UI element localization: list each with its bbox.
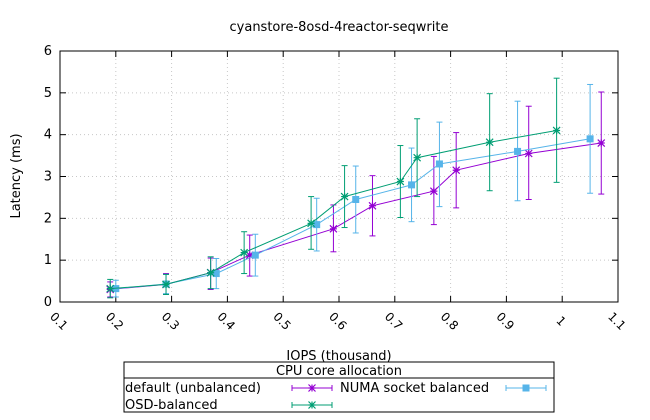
series-line — [115, 138, 591, 290]
data-point-square — [586, 135, 594, 143]
ticks — [59, 50, 619, 303]
y-tick-label: 3 — [44, 170, 52, 185]
data-point-star — [524, 149, 533, 158]
legend-title: CPU core allocation — [276, 364, 402, 379]
grid — [60, 51, 618, 302]
x-tick-label: 0.9 — [494, 309, 517, 332]
data-point-star — [413, 153, 422, 162]
x-tick-label: 1 — [553, 314, 568, 329]
legend-item-2: OSD-balanced — [125, 398, 333, 413]
data-point-square — [313, 221, 321, 229]
data-point-star — [429, 187, 438, 196]
data-point-star — [597, 139, 606, 147]
legend: CPU core allocation default (unbalanced)… — [123, 361, 555, 413]
legend-box — [123, 361, 555, 413]
data-point-star — [308, 401, 316, 409]
x-axis-label: IOPS (thousand) — [286, 349, 391, 364]
legend-label: default (unbalanced) — [125, 381, 261, 396]
x-tick-label: 0.7 — [382, 309, 405, 332]
data-point-square — [251, 251, 259, 259]
x-tick-label: 0.4 — [215, 309, 238, 332]
x-tick-label: 1.1 — [605, 309, 628, 332]
data-point-square — [514, 147, 522, 155]
x-tick-label: 0.8 — [438, 309, 461, 332]
y-tick-label: 6 — [44, 44, 52, 59]
data-point-square — [212, 270, 220, 278]
data-point-star — [307, 219, 316, 228]
x-tick-label: 0.1 — [47, 309, 70, 332]
y-tick-labels: 0 1 2 3 4 5 6 — [44, 44, 52, 310]
data-point-square — [352, 196, 360, 204]
legend-item-0: default (unbalanced) — [125, 381, 333, 396]
y-tick-label: 5 — [44, 86, 52, 101]
x-tick-label: 0.2 — [103, 309, 126, 332]
data-point-star — [368, 201, 377, 210]
x-tick-label: 0.5 — [270, 309, 293, 332]
data-point-star — [452, 166, 461, 175]
series-group — [106, 77, 606, 299]
chart-title: cyanstore-8osd-4reactor-seqwrite — [230, 20, 449, 35]
series-1 — [112, 83, 594, 298]
y-tick-label: 0 — [44, 295, 52, 310]
data-point-star — [240, 248, 249, 257]
x-tick-label: 0.3 — [159, 309, 182, 332]
data-point-star — [308, 384, 316, 392]
legend-label: OSD-balanced — [125, 398, 218, 413]
series-line — [110, 130, 557, 290]
data-point-star — [245, 251, 254, 260]
data-point-star — [552, 126, 561, 135]
x-tick-label: 0.6 — [326, 309, 349, 332]
data-point-star — [329, 224, 338, 233]
data-point-square — [408, 181, 416, 189]
y-tick-label: 2 — [44, 211, 52, 226]
y-axis-label: Latency (ms) — [9, 133, 24, 218]
data-point-square — [435, 160, 443, 168]
plot-frame — [59, 50, 619, 303]
legend-item-1: NUMA socket balanced — [340, 381, 547, 396]
legend-label: NUMA socket balanced — [340, 381, 489, 396]
y-tick-label: 4 — [44, 128, 52, 143]
data-point-star — [206, 268, 215, 277]
data-point-star — [485, 138, 494, 147]
series-2 — [106, 77, 561, 299]
legend-items: default (unbalanced) NUMA socket balanced… — [125, 381, 547, 413]
data-point-star — [396, 177, 405, 186]
data-point-star — [162, 280, 170, 289]
data-point-star — [340, 192, 349, 201]
data-point-star — [106, 284, 115, 293]
data-point-square — [522, 384, 530, 392]
y-tick-label: 1 — [44, 253, 52, 268]
x-tick-labels: 0.1 0.2 0.3 0.4 0.5 0.6 0.7 0.8 0.9 1 1.1 — [47, 309, 628, 332]
